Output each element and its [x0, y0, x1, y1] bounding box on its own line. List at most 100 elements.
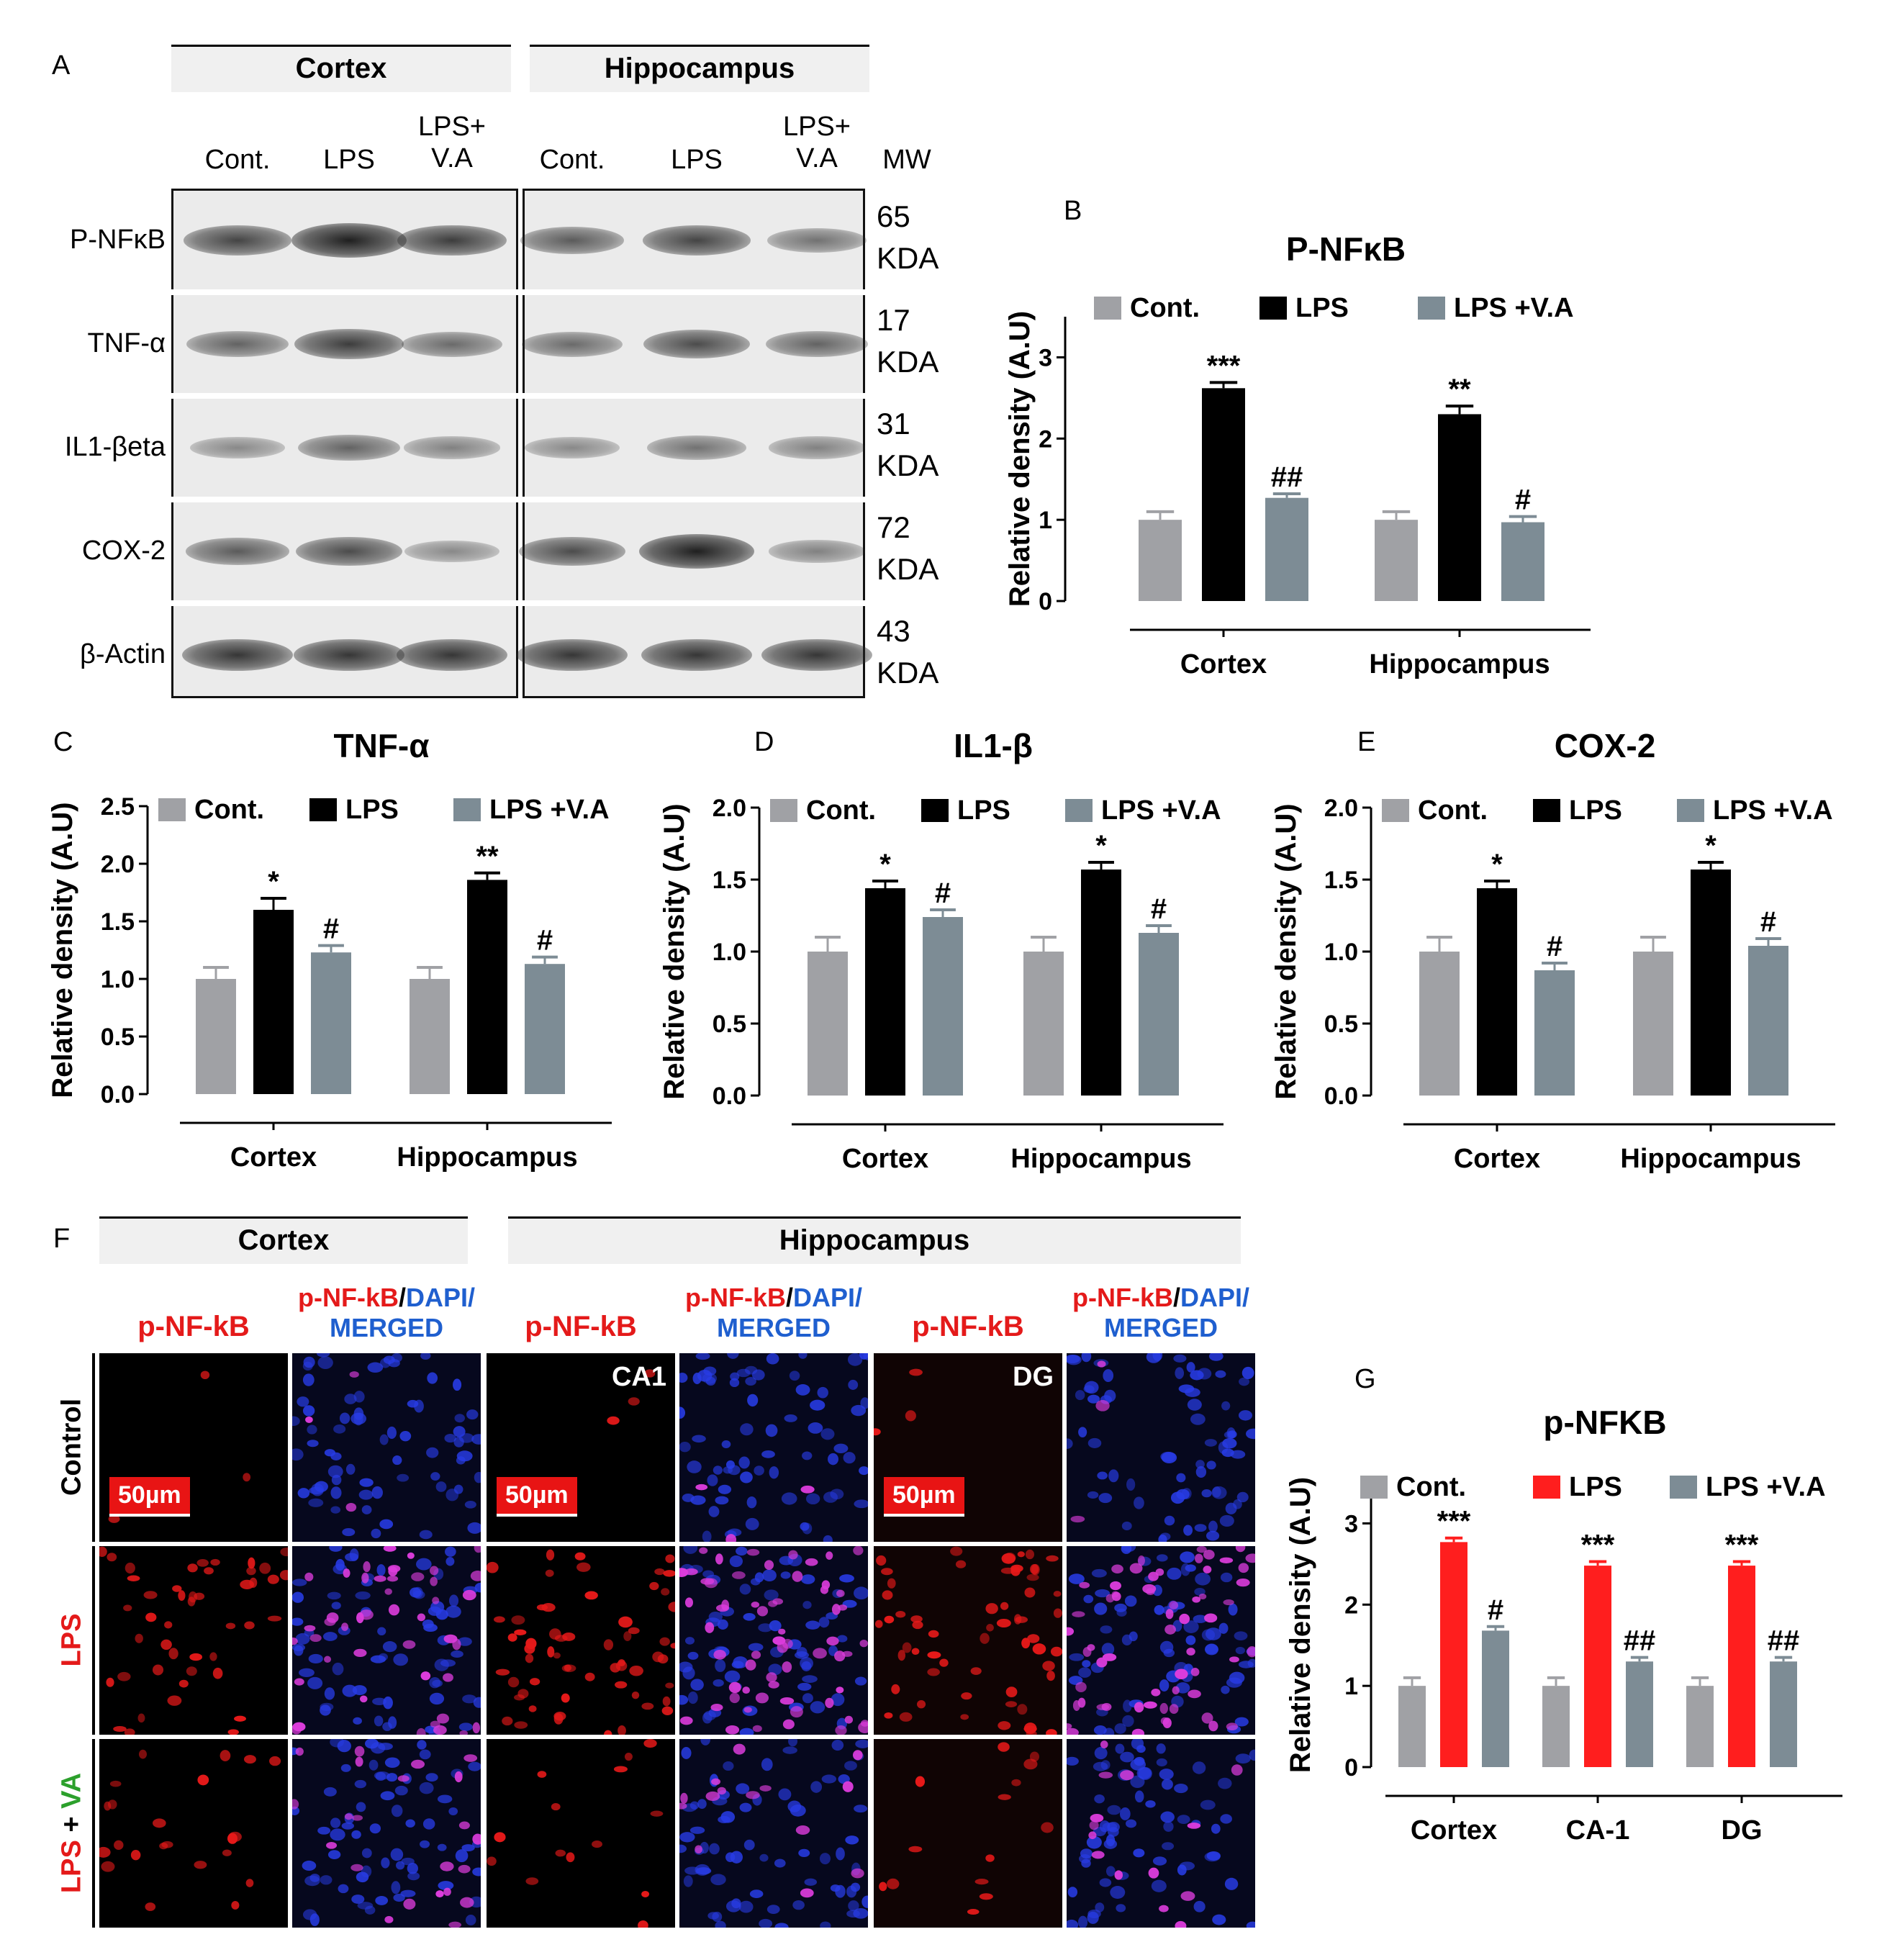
pnfkb-cell: [172, 1585, 182, 1592]
pnfkb-cell: [974, 1878, 989, 1885]
pnfkb-cell: [1196, 1546, 1207, 1553]
nucleus: [762, 1569, 777, 1582]
if-row-label: LPS + VA: [57, 1739, 88, 1928]
wb-band: [525, 437, 620, 459]
y-tick-label: 3: [1039, 344, 1052, 371]
pnfkb-cell: [680, 1792, 688, 1804]
pnfkb-cell: [222, 1849, 232, 1856]
pnfkb-cell: [998, 1721, 1011, 1730]
if-image: [1067, 1546, 1255, 1735]
pnfkb-cell: [756, 1606, 769, 1617]
pnfkb-cell: [130, 1850, 141, 1861]
nucleus: [302, 1860, 317, 1871]
nucleus: [1082, 1660, 1091, 1668]
legend-label: LPS +V.A: [1101, 795, 1221, 826]
nucleus: [430, 1601, 445, 1613]
nucleus: [1195, 1572, 1211, 1586]
nucleus: [679, 1832, 695, 1843]
nucleus: [1233, 1499, 1242, 1509]
pnfkb-cell: [679, 1802, 687, 1810]
pnfkb-cell: [135, 1633, 143, 1643]
pnfkb-cell: [795, 1825, 810, 1835]
pnfkb-cell: [638, 1920, 648, 1928]
nucleus: [337, 1740, 351, 1753]
nucleus: [330, 1828, 345, 1841]
nucleus: [700, 1739, 710, 1746]
pnfkb-cell: [618, 1616, 633, 1628]
legend-label: LPS: [345, 795, 399, 825]
nucleus: [377, 1627, 386, 1636]
pnfkb-cell: [430, 1576, 438, 1586]
nucleus: [323, 1787, 337, 1797]
wb-band: [296, 536, 402, 566]
pnfkb-cell: [715, 1553, 723, 1565]
nucleus: [1159, 1679, 1170, 1692]
pnfkb-cell: [108, 1514, 120, 1523]
pnfkb-cell: [125, 1562, 135, 1574]
nucleus: [1193, 1900, 1206, 1912]
bar: [1584, 1566, 1611, 1767]
nucleus: [471, 1434, 481, 1445]
pnfkb-cell: [998, 1742, 1010, 1752]
pnfkb-cell: [836, 1589, 845, 1597]
pnfkb-cell: [782, 1719, 795, 1730]
pnfkb-cell: [908, 1846, 923, 1853]
pnfkb-cell: [813, 1648, 827, 1659]
pnfkb-cell: [384, 1915, 394, 1923]
nucleus: [356, 1802, 366, 1812]
pnfkb-cell: [145, 1902, 156, 1911]
wb-row-separator: [171, 497, 865, 502]
nucleus: [445, 1489, 459, 1501]
nucleus: [836, 1847, 845, 1861]
legend-label: LPS: [1295, 293, 1349, 323]
pnfkb-cell: [842, 1781, 854, 1792]
pnfkb-cell: [644, 1369, 656, 1378]
significance-mark: *: [879, 849, 891, 880]
pnfkb-cell: [443, 1634, 458, 1643]
nucleus: [707, 1912, 719, 1920]
pnfkb-cell: [725, 1725, 740, 1735]
pnfkb-cell: [124, 1728, 135, 1735]
legend-label: LPS: [957, 795, 1010, 826]
if-image-content: [292, 1739, 481, 1928]
nucleus: [1101, 1643, 1115, 1656]
nucleus: [747, 1394, 759, 1407]
nucleus: [435, 1481, 447, 1492]
nucleus: [327, 1465, 343, 1478]
pnfkb-cell: [178, 1590, 186, 1601]
nucleus: [818, 1617, 830, 1628]
nucleus: [1212, 1486, 1221, 1498]
nucleus: [429, 1676, 441, 1689]
pnfkb-cell: [684, 1568, 698, 1576]
if-image: [874, 1739, 1062, 1928]
scale-bar: 50µm: [497, 1477, 577, 1517]
legend-label: Cont.: [1130, 293, 1200, 323]
pnfkb-cell: [354, 1746, 365, 1757]
pnfkb-cell: [654, 1568, 665, 1576]
pnfkb-cell: [1143, 1701, 1157, 1709]
nucleus: [819, 1853, 831, 1865]
nucleus: [684, 1637, 695, 1645]
nucleus: [1161, 1452, 1177, 1463]
pnfkb-cell: [555, 1849, 566, 1857]
pnfkb-cell: [778, 1628, 786, 1635]
significance-mark: #: [1151, 893, 1167, 925]
nucleus: [330, 1486, 342, 1499]
pnfkb-cell: [986, 1624, 994, 1632]
pnfkb-cell: [374, 1575, 386, 1582]
pnfkb-cell: [1179, 1613, 1190, 1625]
wb-band: [643, 225, 751, 256]
nucleus: [1081, 1353, 1092, 1363]
pnfkb-cell: [792, 1571, 803, 1582]
pnfkb-cell: [194, 1861, 207, 1869]
nucleus: [769, 1466, 779, 1479]
nucleus: [715, 1659, 726, 1672]
nucleus: [393, 1653, 409, 1666]
nucleus: [320, 1875, 333, 1885]
y-tick-label: 2: [1344, 1591, 1358, 1619]
pnfkb-cell: [699, 1547, 708, 1554]
pnfkb-cell: [153, 1818, 166, 1828]
wb-band: [641, 638, 752, 672]
nucleus: [324, 1449, 336, 1457]
nucleus: [351, 1830, 361, 1839]
